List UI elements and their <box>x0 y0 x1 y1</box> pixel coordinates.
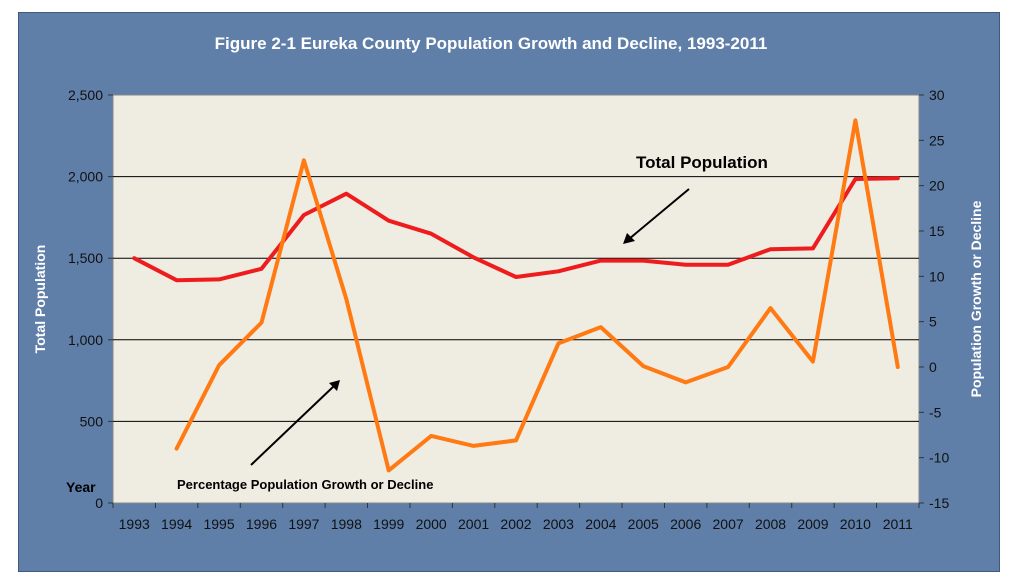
x-tick-label: 2004 <box>585 516 616 532</box>
left-tick-label: 2,000 <box>68 169 103 185</box>
x-tick-label: 2011 <box>883 516 913 532</box>
right-tick-label: 20 <box>929 178 945 194</box>
left-tick-label: 2,500 <box>68 87 103 103</box>
total-population-line <box>132 176 900 283</box>
x-tick-label: 2000 <box>416 516 447 532</box>
x-tick-label: 2001 <box>458 516 489 532</box>
left-tick-label: 500 <box>80 413 104 429</box>
y-axis-title: Total Population <box>32 245 48 354</box>
x-tick-label: 1999 <box>373 516 404 532</box>
right-tick-label: 5 <box>929 314 937 330</box>
left-tick-label: 1,000 <box>68 332 103 348</box>
x-tick-label: 2009 <box>797 516 828 532</box>
growth-decline-label: Percentage Population Growth or Decline <box>177 477 433 492</box>
right-tick-label: 25 <box>929 132 945 148</box>
x-axis-title: Year <box>66 479 96 495</box>
right-axis-ticks: -15 -10 -5 0 5 10 15 20 25 30 <box>919 87 949 511</box>
plot-area <box>112 94 920 504</box>
growth-arrow-head <box>329 380 340 391</box>
right-tick-label: -5 <box>929 404 942 420</box>
growth-arrow-line <box>250 385 335 466</box>
right-tick-label: -15 <box>929 495 949 511</box>
left-axis-ticks: 0 500 1,000 1,500 2,000 2,500 <box>68 87 113 511</box>
x-tick-label: 2010 <box>840 516 871 532</box>
x-tick-label: 2007 <box>713 516 744 532</box>
total-population-arrow-head <box>623 233 635 244</box>
left-tick-label: 1,500 <box>68 250 103 266</box>
x-tick-label: 1996 <box>246 516 277 532</box>
right-tick-label: 15 <box>929 223 945 239</box>
left-tick-label: 0 <box>95 495 103 511</box>
x-tick-label: 2002 <box>500 516 531 532</box>
x-tick-label: 1995 <box>203 516 234 532</box>
x-tick-label: 1993 <box>119 516 150 532</box>
y2-axis-title: Population Growth or Decline <box>968 200 984 397</box>
total-population-label: Total Population <box>636 153 768 172</box>
chart: Figure 2-1 Eureka County Population Grow… <box>32 34 984 532</box>
x-tick-label: 1994 <box>161 516 192 532</box>
x-axis-ticks: 1993 1994 1995 1996 1997 1998 1999 2000 2001 2002… <box>112 503 920 532</box>
series-layer <box>132 118 900 473</box>
x-tick-label: 2008 <box>755 516 786 532</box>
growth-decline-line <box>174 118 900 473</box>
total-population-arrow-line <box>628 188 690 240</box>
x-tick-label: 2006 <box>670 516 701 532</box>
gridlines <box>113 176 919 422</box>
right-tick-label: 10 <box>929 268 945 284</box>
right-tick-label: 0 <box>929 359 937 375</box>
x-tick-label: 1998 <box>331 516 362 532</box>
chart-frame: Figure 2-1 Eureka County Population Grow… <box>18 12 1000 572</box>
x-tick-label: 1997 <box>288 516 319 532</box>
x-tick-label: 2005 <box>628 516 659 532</box>
right-tick-label: 30 <box>929 87 945 103</box>
right-tick-label: -10 <box>929 450 949 466</box>
x-tick-label: 2003 <box>543 516 574 532</box>
chart-title: Figure 2-1 Eureka County Population Grow… <box>215 34 768 53</box>
